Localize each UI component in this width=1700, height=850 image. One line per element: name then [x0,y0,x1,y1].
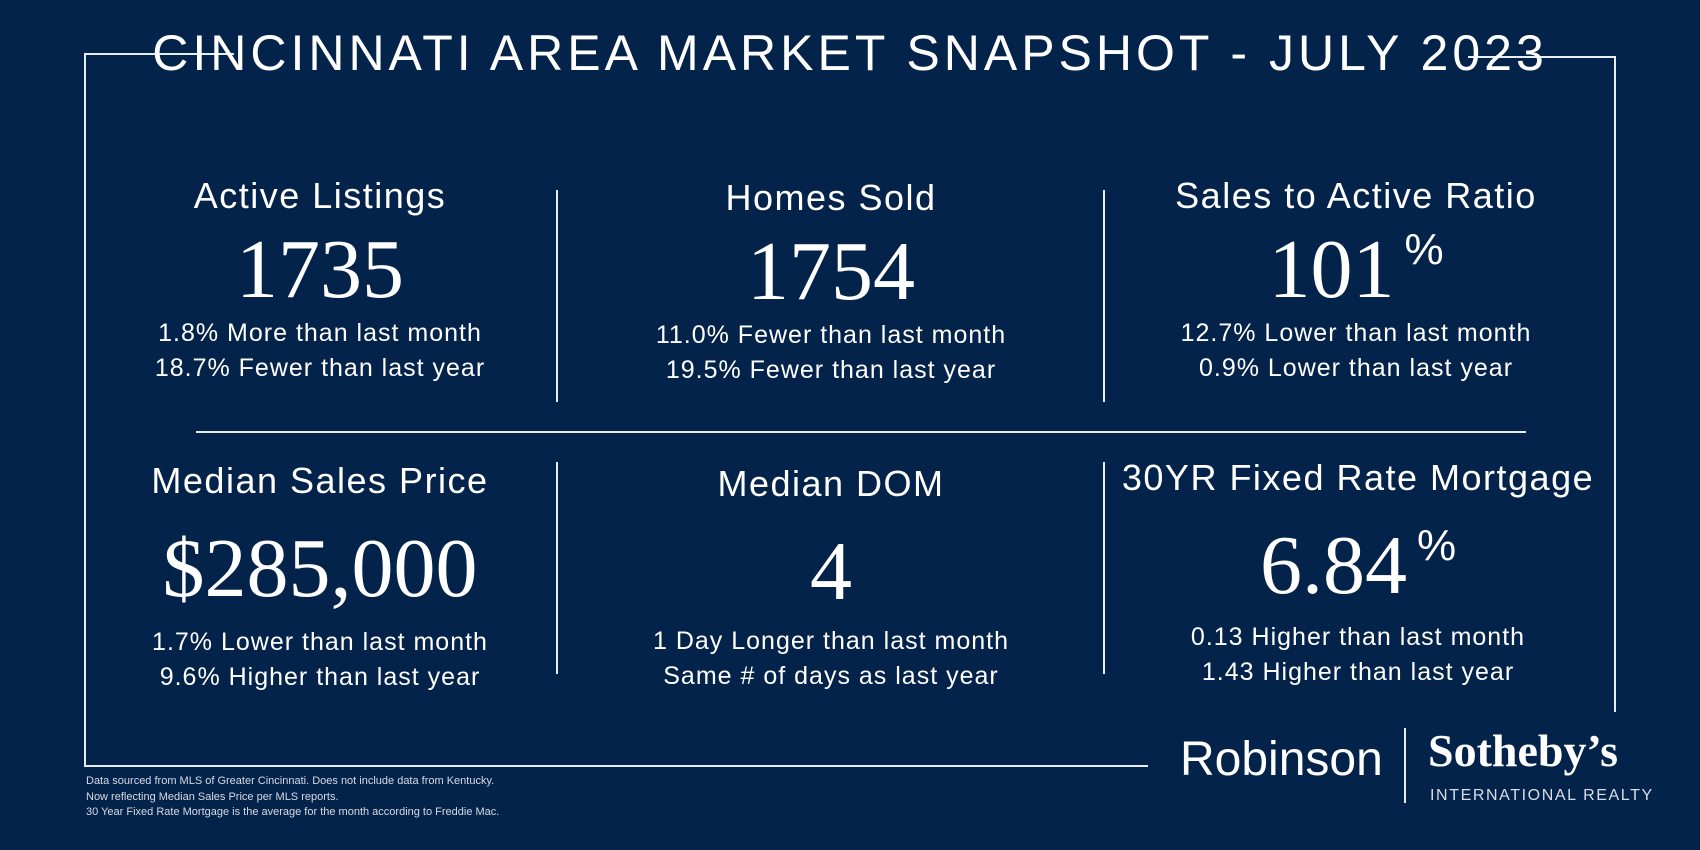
metric-active-listings: Active Listings 1735 1.8% More than last… [70,176,570,386]
metric-change-year: 1.43 Higher than last year [1201,657,1515,686]
metric-30yr-fixed-rate-mortgage: 30YR Fixed Rate Mortgage 6.84% 0.13 High… [1108,458,1608,690]
metric-change-month: 1.7% Lower than last month [152,627,488,656]
metric-label: 30YR Fixed Rate Mortgage [1121,457,1595,498]
logo-divider [1404,728,1406,803]
metric-change-month: 12.7% Lower than last month [1180,318,1532,347]
vertical-divider-top-1 [556,190,558,402]
metric-homes-sold: Homes Sold 1754 11.0% Fewer than last mo… [581,178,1081,388]
footer-note: 30 Year Fixed Rate Mortgage is the avera… [86,806,500,819]
frame-line-left [84,53,86,767]
international-realty-label: INTERNATIONAL REALTY [1430,787,1654,804]
metric-change-month: 0.13 Higher than last month [1190,622,1526,651]
footer-note: Data sourced from MLS of Greater Cincinn… [86,775,495,787]
metric-change-month: 1.8% More than last month [158,318,482,347]
horizontal-divider [196,431,1526,433]
metric-label: Median Sales Price [151,460,489,501]
metric-change-year: 9.6% Higher than last year [159,662,481,691]
vertical-divider-top-2 [1103,190,1105,402]
metric-value: $285,000 [162,521,478,615]
metric-change-month: 1 Day Longer than last month [653,626,1009,655]
metric-value: 1735 [236,222,404,316]
vertical-divider-bottom-2 [1103,462,1105,674]
metric-value: 101 [1268,222,1395,316]
metric-unit: % [1416,520,1457,570]
metric-sales-to-active-ratio: Sales to Active Ratio 101% 12.7% Lower t… [1106,176,1606,386]
metric-change-year: 0.9% Lower than last year [1198,353,1514,382]
vertical-divider-bottom-1 [556,462,558,674]
metric-change-month: 11.0% Fewer than last month [655,320,1007,349]
metric-value: 4 [810,524,852,618]
footer-notes: Data sourced from MLS of Greater Cincinn… [86,774,499,821]
page-title: CINCINNATI AREA MARKET SNAPSHOT - JULY 2… [152,25,1548,81]
frame-line-bottom [84,765,1148,767]
metric-value: 6.84 [1259,518,1407,612]
frame-line-top-left [84,53,234,55]
frame-line-right [1614,56,1616,712]
frame-line-top-right [1468,56,1616,58]
metric-label: Median DOM [717,463,945,504]
metric-label: Sales to Active Ratio [1175,175,1537,216]
metric-change-year: 18.7% Fewer than last year [154,353,486,382]
robinson-logo: Robinson [1180,733,1383,786]
metric-median-dom: Median DOM 4 1 Day Longer than last mont… [581,464,1081,694]
metric-value: 1754 [747,224,915,318]
metric-change-year: Same # of days as last year [663,661,999,690]
metric-change-year: 19.5% Fewer than last year [665,355,997,384]
footer-note: Now reflecting Median Sales Price per ML… [86,790,339,803]
sothebys-logo: Sotheby’s [1428,725,1618,776]
metric-median-sales-price: Median Sales Price $285,000 1.7% Lower t… [70,461,570,695]
metric-label: Homes Sold [725,177,937,218]
metric-unit: % [1404,224,1444,274]
metric-label: Active Listings [193,175,447,216]
